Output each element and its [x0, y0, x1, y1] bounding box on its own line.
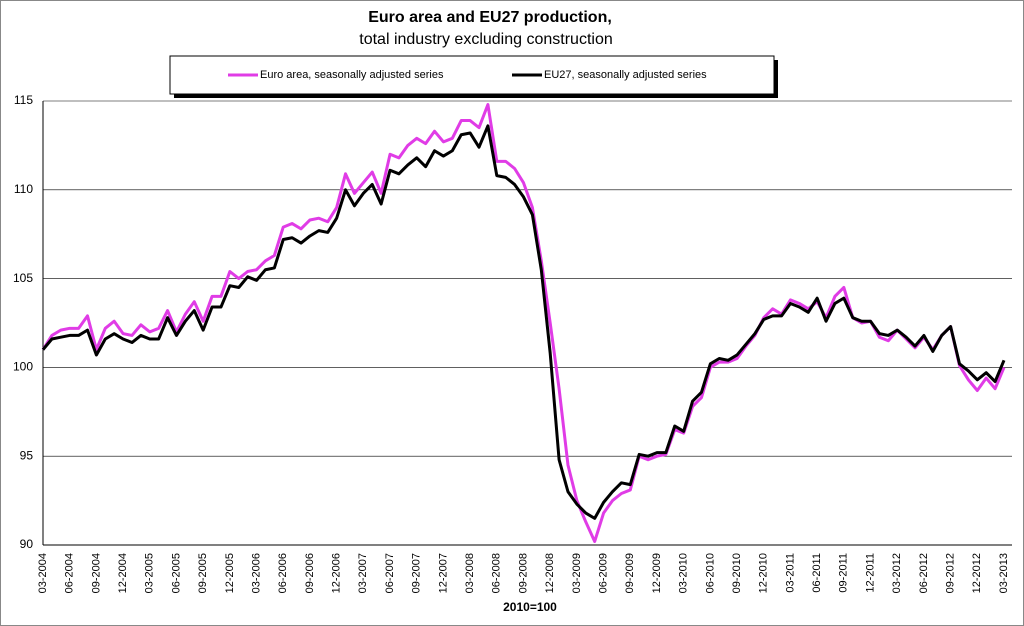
legend-label: Euro area, seasonally adjusted series — [260, 69, 444, 81]
x-tick-label: 06-2011 — [811, 553, 823, 593]
legend-label: EU27, seasonally adjusted series — [544, 69, 707, 81]
x-tick-label: 03-2012 — [891, 553, 903, 593]
x-tick-label: 12-2005 — [224, 553, 236, 593]
chart-subtitle: total industry excluding construction — [359, 31, 612, 48]
y-tick-label: 95 — [20, 448, 34, 462]
x-tick-label: 12-2012 — [971, 553, 983, 593]
x-tick-label: 03-2005 — [144, 553, 156, 593]
x-tick-label: 12-2009 — [651, 553, 663, 593]
x-tick-label: 06-2010 — [704, 553, 716, 593]
x-tick-label: 09-2010 — [731, 553, 743, 593]
x-tick-label: 09-2004 — [90, 553, 102, 593]
x-tick-label: 06-2009 — [597, 553, 609, 593]
x-tick-label: 06-2012 — [918, 553, 930, 593]
x-tick-label: 03-2013 — [998, 553, 1010, 593]
x-tick-label: 12-2004 — [117, 553, 129, 593]
x-tick-label: 09-2005 — [197, 553, 209, 593]
x-tick-label: 12-2007 — [437, 553, 449, 593]
x-tick-label: 03-2007 — [357, 553, 369, 593]
x-tick-label: 12-2010 — [758, 553, 770, 593]
y-tick-label: 115 — [14, 93, 33, 107]
x-tick-label: 03-2011 — [784, 553, 796, 593]
y-tick-label: 105 — [13, 271, 33, 285]
series-line — [41, 103, 1006, 543]
x-tick-label: 09-2006 — [304, 553, 316, 593]
x-tick-label: 09-2007 — [411, 553, 423, 593]
legend-box — [169, 55, 775, 95]
x-tick-label: 12-2011 — [864, 553, 876, 593]
x-tick-label: 09-2008 — [517, 553, 529, 593]
series-line — [41, 124, 1006, 520]
y-tick-label: 100 — [13, 360, 33, 374]
x-tick-label: 06-2007 — [384, 553, 396, 593]
x-tick-label: 12-2008 — [544, 553, 556, 593]
x-tick-label: 06-2006 — [277, 553, 289, 593]
x-tick-label: 03-2006 — [250, 553, 262, 593]
chart-title: Euro area and EU27 production, — [368, 9, 612, 26]
x-tick-label: 06-2004 — [64, 553, 76, 593]
x-tick-label: 03-2010 — [678, 553, 690, 593]
x-axis-label: 2010=100 — [503, 600, 557, 614]
x-tick-label: 09-2009 — [624, 553, 636, 593]
x-tick-label: 06-2005 — [170, 553, 182, 593]
x-tick-label: 06-2008 — [491, 553, 503, 593]
y-tick-label: 90 — [20, 537, 34, 551]
x-tick-label: 03-2009 — [571, 553, 583, 593]
x-tick-label: 09-2012 — [945, 553, 957, 593]
y-tick-label: 110 — [14, 182, 33, 196]
x-tick-label: 12-2006 — [331, 553, 343, 593]
x-tick-label: 03-2004 — [37, 553, 49, 593]
x-tick-label: 09-2011 — [838, 553, 850, 593]
x-tick-label: 03-2008 — [464, 553, 476, 593]
